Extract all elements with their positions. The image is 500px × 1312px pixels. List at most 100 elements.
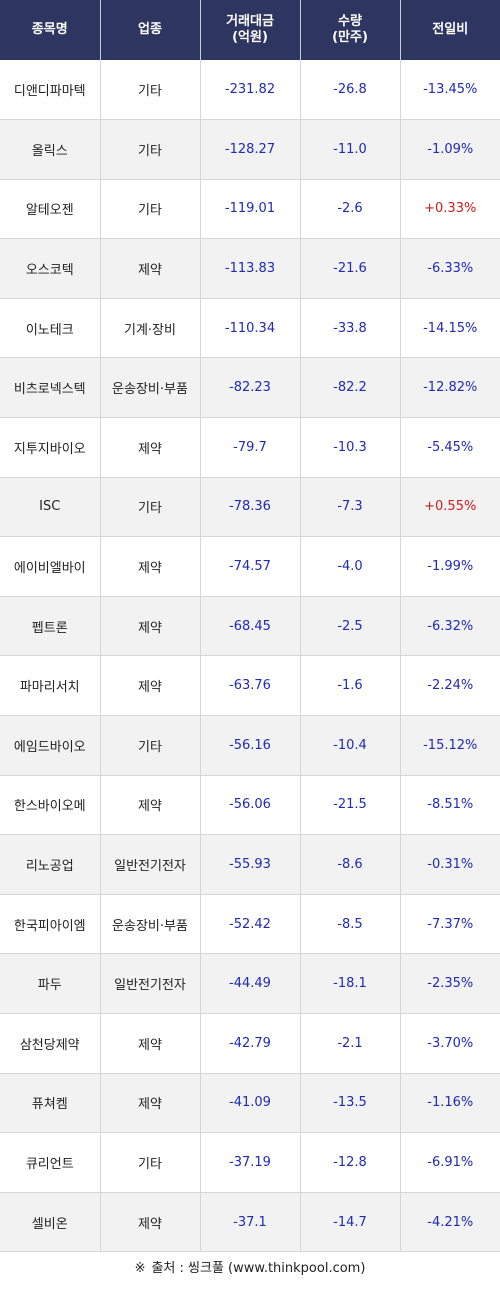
table-header: 종목명 업종 거래대금 (억원) 수량 (만주) 전일비 [0,0,500,60]
cell-change: +0.55% [400,477,500,538]
cell-volume: -21.6 [300,238,401,299]
cell-trade-amount: -79.7 [200,417,301,478]
cell-volume: -2.1 [300,1013,401,1074]
table-row: 비츠로넥스텍 운송장비·부품 -82.23 -82.2 -12.82% [0,357,500,419]
cell-volume: -10.3 [300,417,401,478]
source-text: 출처 : 씽크풀 (www.thinkpool.com) [151,1261,366,1276]
cell-volume: -26.8 [300,60,401,121]
header-stock-name: 종목명 [0,0,101,60]
table-row: 셀비온 제약 -37.1 -14.7 -4.21% [0,1192,500,1253]
cell-stock-name: 올릭스 [0,119,101,180]
table-row: 에임드바이오 기타 -56.16 -10.4 -15.12% [0,715,500,776]
cell-trade-amount: -119.01 [200,179,301,240]
source-footer: ※ 출처 : 씽크풀 (www.thinkpool.com) [0,1254,500,1284]
cell-sector: 제약 [100,536,201,597]
note-mark: ※ [134,1261,146,1276]
table-row: 오스코텍 제약 -113.83 -21.6 -6.33% [0,238,500,299]
cell-volume: -2.6 [300,179,401,240]
cell-sector: 제약 [100,1192,201,1253]
cell-volume: -21.5 [300,775,401,836]
cell-volume: -11.0 [300,119,401,180]
cell-sector: 기계·장비 [100,298,201,359]
cell-change: -8.51% [400,775,500,836]
cell-change: -7.37% [400,894,500,955]
table-row: 알테오젠 기타 -119.01 -2.6 +0.33% [0,179,500,240]
cell-stock-name: 비츠로넥스텍 [0,357,101,419]
cell-stock-name: 큐리언트 [0,1132,101,1193]
cell-change: -6.32% [400,596,500,657]
cell-sector: 제약 [100,1013,201,1074]
cell-volume: -8.5 [300,894,401,955]
cell-trade-amount: -231.82 [200,60,301,121]
table-row: 펩트론 제약 -68.45 -2.5 -6.32% [0,596,500,657]
cell-trade-amount: -56.06 [200,775,301,836]
cell-sector: 제약 [100,655,201,717]
cell-change: -4.21% [400,1192,500,1253]
cell-stock-name: 파두 [0,953,101,1014]
table-row: 지투지바이오 제약 -79.7 -10.3 -5.45% [0,417,500,478]
cell-stock-name: 퓨쳐켐 [0,1073,101,1134]
cell-change: -1.99% [400,536,500,597]
cell-trade-amount: -74.57 [200,536,301,597]
table-row: 파두 일반전기전자 -44.49 -18.1 -2.35% [0,953,500,1014]
cell-trade-amount: -78.36 [200,477,301,538]
cell-volume: -7.3 [300,477,401,538]
cell-change: -2.24% [400,655,500,717]
cell-stock-name: 리노공업 [0,834,101,895]
header-change: 전일비 [400,0,500,60]
cell-sector: 제약 [100,238,201,299]
cell-change: -6.33% [400,238,500,299]
cell-trade-amount: -37.19 [200,1132,301,1193]
cell-trade-amount: -110.34 [200,298,301,359]
cell-sector: 기타 [100,119,201,180]
table-body: 디앤디파마텍 기타 -231.82 -26.8 -13.45% 올릭스 기타 -128.27-… [0,60,500,1253]
table-row: 파마리서치 제약 -63.76 -1.6 -2.24% [0,655,500,717]
cell-trade-amount: -56.16 [200,715,301,776]
cell-trade-amount: -42.79 [200,1013,301,1074]
cell-stock-name: 지투지바이오 [0,417,101,478]
cell-sector: 기타 [100,477,201,538]
cell-trade-amount: -52.42 [200,894,301,955]
cell-change: -0.31% [400,834,500,895]
header-row: 종목명 업종 거래대금 (억원) 수량 (만주) 전일비 [0,0,500,60]
cell-volume: -10.4 [300,715,401,776]
cell-change: -1.09% [400,119,500,180]
cell-sector: 제약 [100,596,201,657]
header-volume: 수량 (만주) [300,0,401,60]
cell-stock-name: 이노테크 [0,298,101,359]
table-row: 퓨쳐켐 제약 -41.09 -13.5 -1.16% [0,1073,500,1134]
cell-sector: 일반전기전자 [100,953,201,1014]
cell-trade-amount: -68.45 [200,596,301,657]
cell-sector: 운송장비·부품 [100,357,201,419]
cell-volume: -82.2 [300,357,401,419]
table-row: 이노테크 기계·장비 -110.34 -33.8 -14.15% [0,298,500,359]
cell-trade-amount: -128.27 [200,119,301,180]
cell-trade-amount: -55.93 [200,834,301,895]
cell-change: -6.91% [400,1132,500,1193]
cell-sector: 제약 [100,775,201,836]
cell-stock-name: ISC [0,477,101,538]
stock-table: 종목명 업종 거래대금 (억원) 수량 (만주) 전일비 디앤디파마텍 기타 -23… [0,0,500,1253]
cell-sector: 기타 [100,1132,201,1193]
header-sector: 업종 [100,0,201,60]
cell-stock-name: 디앤디파마텍 [0,60,101,121]
cell-change: -15.12% [400,715,500,776]
cell-trade-amount: -113.83 [200,238,301,299]
cell-sector: 제약 [100,417,201,478]
cell-sector: 일반전기전자 [100,834,201,895]
cell-change: -13.45% [400,60,500,121]
table-row: 삼천당제약 제약 -42.79 -2.1 -3.70% [0,1013,500,1074]
table-row: 한스바이오메 제약 -56.06 -21.5 -8.51% [0,775,500,836]
cell-volume: -2.5 [300,596,401,657]
cell-volume: -12.8 [300,1132,401,1193]
cell-stock-name: 펩트론 [0,596,101,657]
cell-volume: -13.5 [300,1073,401,1134]
cell-volume: -1.6 [300,655,401,717]
cell-trade-amount: -63.76 [200,655,301,717]
cell-trade-amount: -82.23 [200,357,301,419]
cell-stock-name: 에임드바이오 [0,715,101,776]
cell-trade-amount: -37.1 [200,1192,301,1253]
cell-stock-name: 파마리서치 [0,655,101,717]
cell-trade-amount: -41.09 [200,1073,301,1134]
cell-stock-name: 한스바이오메 [0,775,101,836]
